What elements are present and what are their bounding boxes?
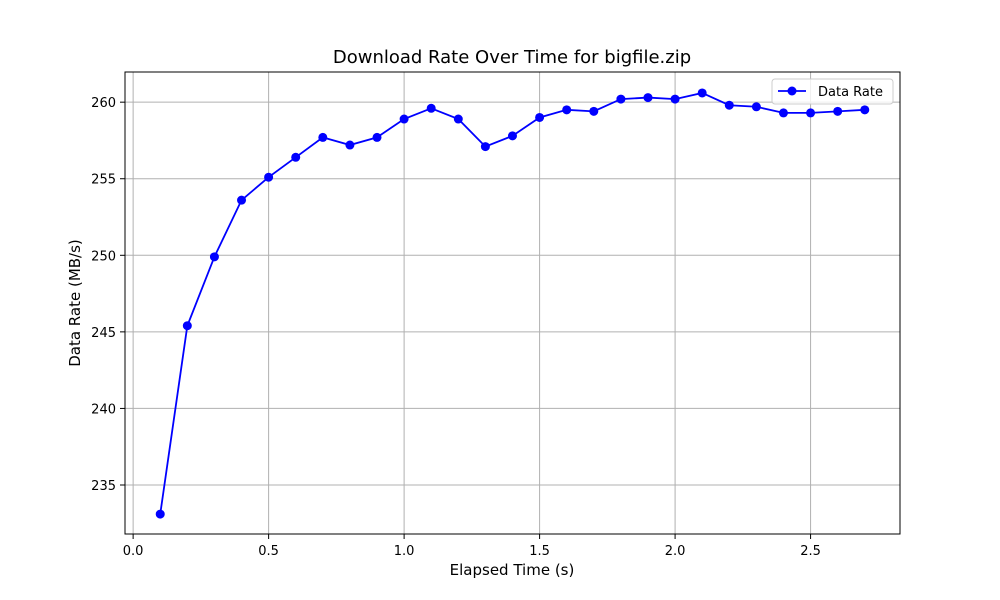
x-axis: 0.0 0.5 1.0 1.5 2.0 2.5 [123,534,821,559]
data-point [209,252,219,262]
series-layer [155,88,870,519]
x-tick-label: 2.0 [665,544,686,559]
y-tick-label: 235 [91,479,116,494]
legend-label: Data Rate [818,85,883,100]
grid [125,72,900,534]
data-point [155,509,165,519]
data-point [480,142,490,152]
y-tick-label: 255 [91,173,116,188]
data-point [508,131,517,141]
data-point [589,106,599,116]
legend-box [771,78,894,105]
data-point [670,94,680,104]
data-point [535,112,545,122]
data-point [697,88,707,98]
data-point [345,140,355,150]
data-point [562,105,572,115]
data-point [237,195,247,205]
x-tick-label: 0.0 [123,544,144,559]
data-point [453,114,463,124]
data-point [833,106,843,116]
y-axis: 235 240 245 250 255 260 [91,96,125,494]
y-tick-label: 240 [91,402,116,417]
data-point [751,102,761,112]
plot-frame [124,71,901,535]
y-tick-label: 245 [91,326,116,341]
y-tick-label: 250 [91,249,116,264]
legend-marker [787,86,797,96]
data-point [724,100,734,110]
x-tick-label: 2.5 [800,544,821,559]
data-point [399,114,409,124]
x-axis-label: Elapsed Time (s) [450,561,575,579]
y-axis-label: Data Rate (MB/s) [66,239,84,367]
data-point [291,152,301,162]
chart-title: Download Rate Over Time for bigfile.zip [333,47,691,68]
x-tick-label: 1.0 [394,544,415,559]
data-point [616,94,626,104]
data-point [860,105,870,115]
data-point [318,132,328,142]
legend: Data Rate [771,78,894,105]
x-tick-label: 1.5 [529,544,550,559]
data-point [643,93,653,103]
data-point [426,103,436,113]
data-point [778,108,788,118]
x-tick-label: 0.5 [258,544,279,559]
data-point [806,108,816,118]
y-tick-label: 260 [91,96,116,111]
data-point [372,132,382,142]
data-point [264,172,274,182]
data-point [182,321,192,331]
